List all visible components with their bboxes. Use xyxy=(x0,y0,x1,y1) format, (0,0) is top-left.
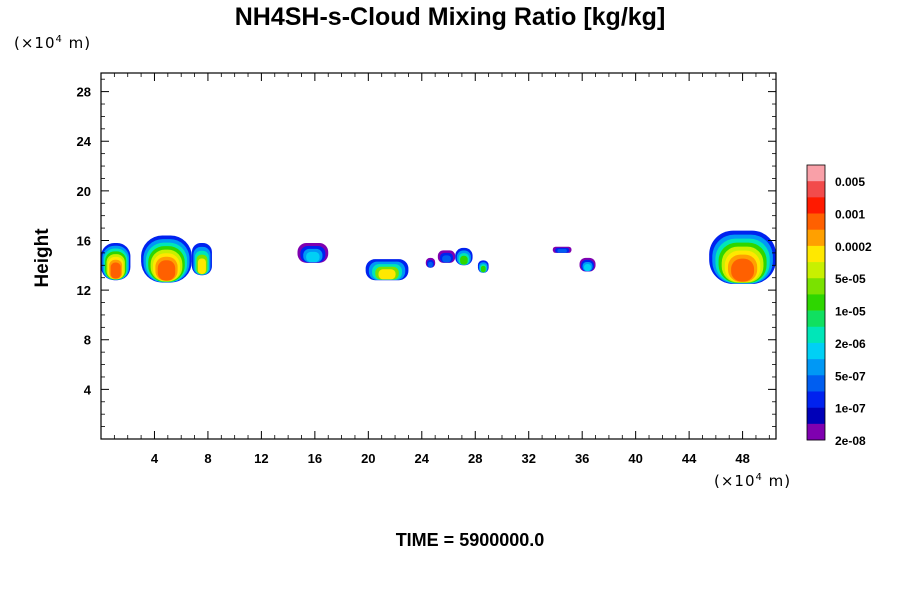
cloud-blob xyxy=(579,257,596,272)
colorbar-label: 0.005 xyxy=(835,175,865,189)
cloud-contour xyxy=(197,258,206,274)
cloud-contour xyxy=(460,255,468,265)
cloud-blob xyxy=(101,242,131,281)
colorbar-frame xyxy=(806,164,826,441)
colorbar-label: 1e-07 xyxy=(835,402,866,416)
colorbar-swatch xyxy=(807,391,825,408)
cloud-blob xyxy=(191,242,212,276)
cloud-blob xyxy=(425,257,436,268)
x-tick-label: 24 xyxy=(415,451,430,466)
colorbar-swatch xyxy=(807,359,825,376)
cloud-blob xyxy=(455,247,473,266)
x-tick-label: 12 xyxy=(254,451,268,466)
colorbar-label: 0.0002 xyxy=(835,240,872,254)
colorbar-label: 5e-05 xyxy=(835,272,866,286)
cloud-contour xyxy=(428,261,433,268)
cloud-blob xyxy=(365,259,409,281)
cloud-blob xyxy=(552,246,572,253)
y-tick-label: 28 xyxy=(77,85,91,100)
cloud-field xyxy=(101,230,776,284)
colorbar-label: 2e-08 xyxy=(835,434,866,448)
cloud-blob xyxy=(437,250,456,263)
colorbar-swatch xyxy=(807,294,825,311)
y-tick-label: 4 xyxy=(84,382,92,397)
x-tick-label: 36 xyxy=(575,451,589,466)
y-tick-label: 20 xyxy=(77,184,91,199)
colorbar-swatch xyxy=(807,229,825,247)
x-tick-label: 48 xyxy=(735,451,749,466)
time-label: TIME = 5900000.0 xyxy=(395,530,545,550)
y-tick-label: 8 xyxy=(84,333,91,348)
colorbar-swatch xyxy=(807,326,825,344)
cloud-contour xyxy=(110,262,121,279)
colorbar-label: 0.001 xyxy=(835,208,865,222)
x-tick-label: 40 xyxy=(628,451,642,466)
x-tick-label: 8 xyxy=(204,451,211,466)
y-tick-label: 24 xyxy=(77,134,92,149)
cloud-contour xyxy=(442,255,451,263)
cloud-blob xyxy=(709,230,776,284)
y-tick-label: 12 xyxy=(77,283,91,298)
colorbar-label: 5e-07 xyxy=(835,369,866,383)
colorbar-swatch xyxy=(807,165,825,182)
x-unit-suffix: m) xyxy=(762,472,792,490)
colorbar-swatch xyxy=(807,262,825,279)
cloud-blob xyxy=(477,260,489,273)
x-unit-exponent: 4 xyxy=(755,472,763,483)
cloud-blob xyxy=(141,235,192,283)
x-tick-label: 44 xyxy=(682,451,697,466)
x-unit-prefix: (×10 xyxy=(714,472,756,490)
x-tick-label: 32 xyxy=(521,451,535,466)
plot-frame xyxy=(100,72,777,440)
colorbar-swatch xyxy=(807,197,825,214)
y-unit-exponent: 4 xyxy=(55,34,63,45)
colorbar-label: 1e-05 xyxy=(835,305,866,319)
x-tick-label: 4 xyxy=(151,451,159,466)
colorbar-swatch xyxy=(807,407,825,425)
x-tick-label: 20 xyxy=(361,451,375,466)
y-tick-label: 16 xyxy=(77,233,91,248)
cloud-contour xyxy=(557,249,567,253)
x-tick-label: 16 xyxy=(308,451,322,466)
x-tick-label: 28 xyxy=(468,451,482,466)
cloud-contour xyxy=(480,265,486,273)
y-unit-suffix: m) xyxy=(62,34,92,52)
chart-title: NH4SH-s-Cloud Mixing Ratio [kg/kg] xyxy=(234,3,666,31)
cloud-contour xyxy=(584,264,592,271)
cloud-contour xyxy=(157,260,176,281)
colorbar-swatch xyxy=(807,181,825,198)
colorbar-swatch xyxy=(807,213,825,231)
cloud-contour xyxy=(306,251,320,263)
x-axis-unit: (×104 m) xyxy=(714,472,791,490)
cloud-contour xyxy=(378,269,396,280)
colorbar-swatch xyxy=(807,423,825,441)
colorbar-swatch xyxy=(807,245,825,263)
colorbar-swatch xyxy=(807,375,825,392)
colorbar-swatch xyxy=(807,278,825,295)
colorbar-swatch xyxy=(807,342,825,360)
colorbar-swatch xyxy=(807,310,825,328)
y-unit-prefix: (×10 xyxy=(14,34,56,52)
cloud-blob xyxy=(297,242,329,263)
colorbar: 0.005 0.001 0.0002 5e-05 1e-05 2e-06 5e-07 1e-0… xyxy=(806,164,872,448)
cloud-contour xyxy=(731,258,755,282)
y-axis-unit: (×104 m) xyxy=(14,34,91,52)
colorbar-label: 2e-06 xyxy=(835,337,866,351)
